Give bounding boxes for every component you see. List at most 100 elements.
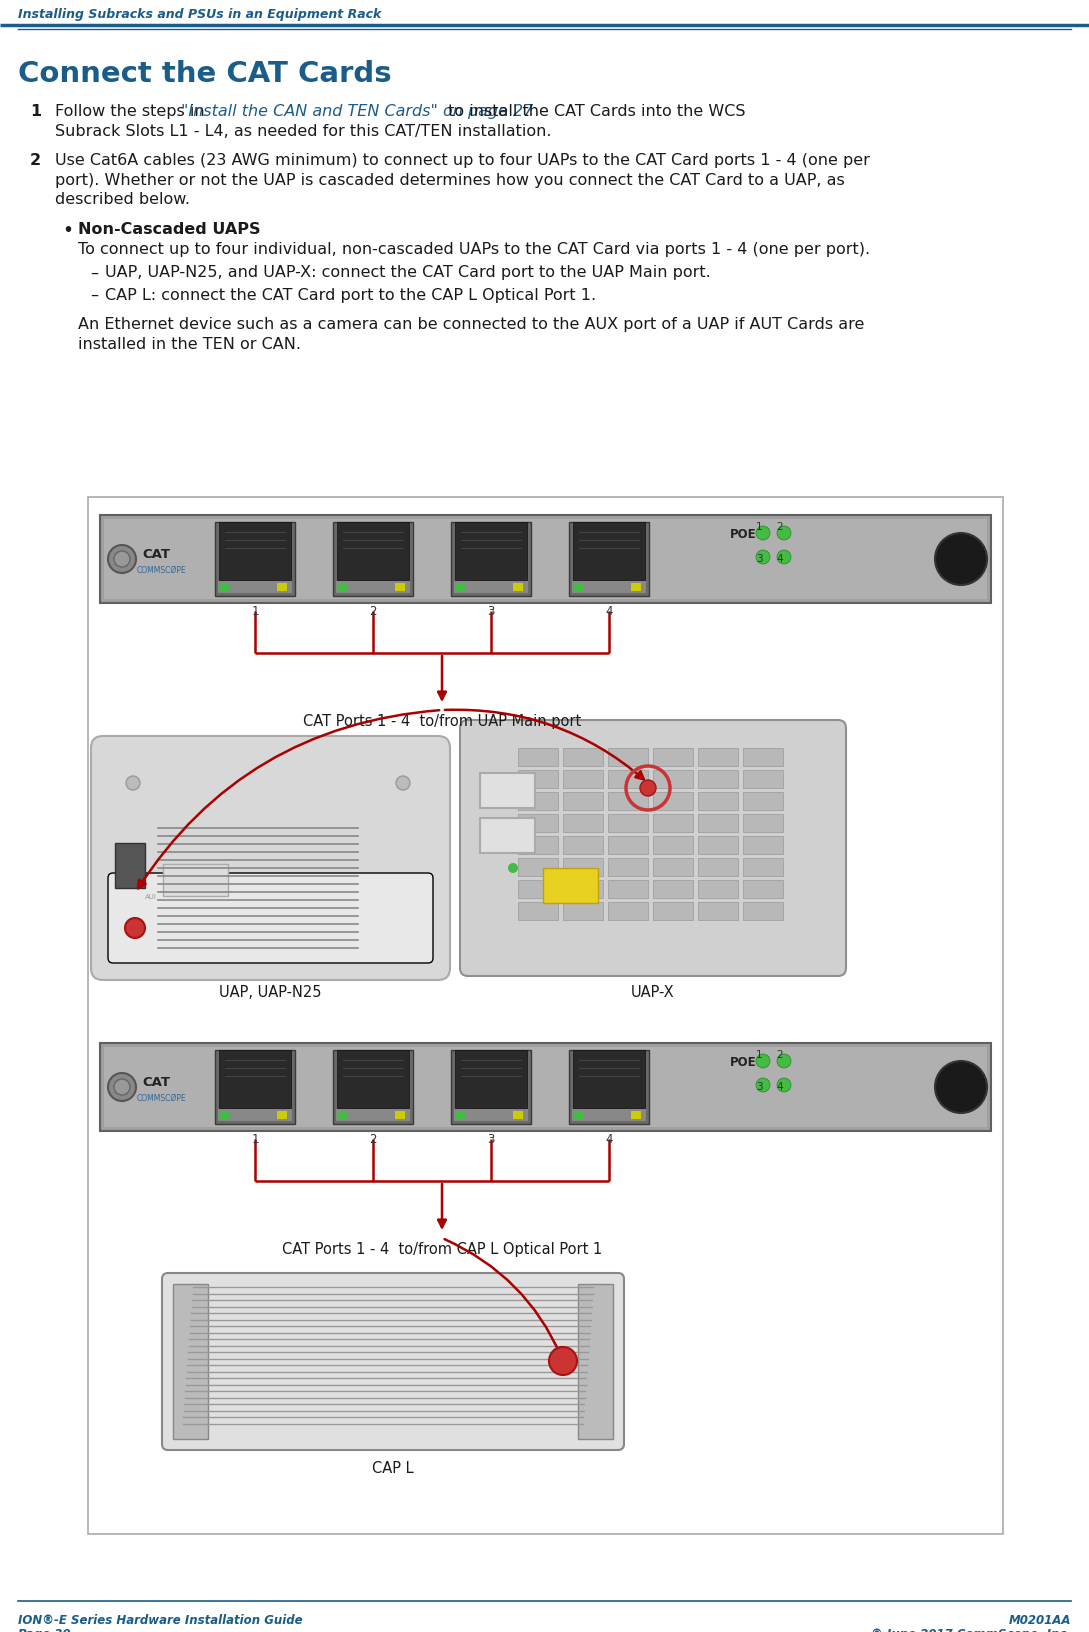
Bar — [563, 880, 603, 899]
Bar — [743, 858, 783, 876]
FancyBboxPatch shape — [460, 721, 846, 976]
Bar — [518, 814, 558, 832]
Circle shape — [776, 527, 791, 540]
Bar — [608, 880, 648, 899]
Text: UAP, UAP-N25: UAP, UAP-N25 — [219, 984, 321, 999]
Text: Subrack Slots L1 - L4, as needed for this CAT/TEN installation.: Subrack Slots L1 - L4, as needed for thi… — [56, 124, 551, 139]
Circle shape — [756, 1079, 770, 1092]
Bar — [563, 793, 603, 811]
Bar — [653, 793, 693, 811]
Bar — [480, 819, 535, 854]
Bar — [337, 584, 347, 592]
Bar — [454, 1110, 528, 1121]
Bar — [215, 522, 295, 597]
Bar — [333, 1051, 413, 1124]
Bar — [277, 1111, 287, 1120]
Bar — [743, 814, 783, 832]
Circle shape — [756, 550, 770, 565]
Text: 2: 2 — [369, 604, 377, 617]
Text: 4: 4 — [605, 1133, 613, 1146]
Bar — [105, 1048, 987, 1128]
Bar — [563, 837, 603, 855]
Circle shape — [108, 545, 136, 574]
Bar — [698, 837, 738, 855]
Circle shape — [126, 777, 140, 790]
Bar — [454, 581, 528, 594]
Bar — [395, 1111, 405, 1120]
Text: described below.: described below. — [56, 193, 189, 207]
FancyBboxPatch shape — [91, 736, 450, 981]
Bar — [698, 814, 738, 832]
Bar — [219, 584, 229, 592]
Bar — [743, 902, 783, 920]
Bar — [608, 858, 648, 876]
Text: An Ethernet device such as a camera can be connected to the AUX port of a UAP if: An Ethernet device such as a camera can … — [78, 317, 865, 333]
Text: 1: 1 — [30, 104, 41, 119]
Bar — [698, 749, 738, 767]
Circle shape — [776, 1079, 791, 1092]
Bar — [451, 1051, 531, 1124]
Circle shape — [756, 1054, 770, 1069]
Text: 3: 3 — [487, 1133, 494, 1146]
Circle shape — [108, 1074, 136, 1102]
Bar — [173, 1284, 208, 1439]
Circle shape — [640, 780, 656, 796]
Bar — [337, 1110, 409, 1121]
Bar — [698, 770, 738, 788]
Text: Installing Subracks and PSUs in an Equipment Rack: Installing Subracks and PSUs in an Equip… — [19, 8, 381, 21]
Bar — [337, 581, 409, 594]
Circle shape — [549, 1346, 577, 1376]
Text: 1: 1 — [252, 1133, 259, 1146]
Circle shape — [776, 550, 791, 565]
Bar — [653, 837, 693, 855]
Text: 2: 2 — [776, 522, 783, 532]
Bar — [518, 880, 558, 899]
Bar — [743, 770, 783, 788]
Bar — [608, 814, 648, 832]
Circle shape — [114, 552, 130, 568]
Text: 4: 4 — [605, 604, 613, 617]
Bar — [518, 837, 558, 855]
Bar — [215, 1051, 295, 1124]
Bar — [572, 1110, 646, 1121]
Circle shape — [396, 777, 409, 790]
Bar — [563, 814, 603, 832]
Bar — [698, 880, 738, 899]
Text: CAT: CAT — [142, 1075, 170, 1089]
Text: Use Cat6A cables (23 AWG minimum) to connect up to four UAPs to the CAT Card por: Use Cat6A cables (23 AWG minimum) to con… — [56, 153, 870, 168]
Bar — [653, 749, 693, 767]
Text: ION®-E Series Hardware Installation Guide: ION®-E Series Hardware Installation Guid… — [19, 1612, 303, 1625]
Circle shape — [935, 534, 987, 586]
Text: 4: 4 — [776, 553, 783, 563]
Bar — [219, 1051, 291, 1108]
Text: CAT: CAT — [142, 548, 170, 561]
Bar — [333, 522, 413, 597]
Text: to install the CAT Cards into the WCS: to install the CAT Cards into the WCS — [443, 104, 746, 119]
Bar — [105, 519, 987, 599]
Text: UAP, UAP-N25, and UAP-X: connect the CAT Card port to the UAP Main port.: UAP, UAP-N25, and UAP-X: connect the CAT… — [105, 266, 711, 281]
Bar — [513, 584, 523, 592]
Text: "Install the CAN and TEN Cards" on page 27: "Install the CAN and TEN Cards" on page … — [181, 104, 534, 119]
Bar — [218, 581, 292, 594]
Text: Non-Cascaded UAPS: Non-Cascaded UAPS — [78, 222, 260, 237]
Text: Page 30: Page 30 — [19, 1627, 71, 1632]
Text: Connect the CAT Cards: Connect the CAT Cards — [19, 60, 392, 88]
Bar — [100, 516, 991, 604]
Text: –: – — [90, 266, 98, 281]
Text: POE: POE — [730, 1056, 757, 1069]
Bar — [115, 844, 145, 888]
Bar — [163, 865, 228, 896]
Bar — [395, 584, 405, 592]
Bar — [518, 902, 558, 920]
Bar — [100, 1043, 991, 1131]
Text: CAT Ports 1 - 4  to/from UAP Main port: CAT Ports 1 - 4 to/from UAP Main port — [303, 713, 582, 728]
Text: COMMSCØPE: COMMSCØPE — [137, 1093, 186, 1102]
Bar — [219, 522, 291, 581]
Bar — [653, 770, 693, 788]
Bar — [743, 837, 783, 855]
Text: © June 2017 CommScope, Inc.: © June 2017 CommScope, Inc. — [871, 1627, 1070, 1632]
Bar — [573, 1051, 645, 1108]
Bar — [563, 902, 603, 920]
Bar — [219, 1111, 229, 1120]
Bar — [518, 770, 558, 788]
